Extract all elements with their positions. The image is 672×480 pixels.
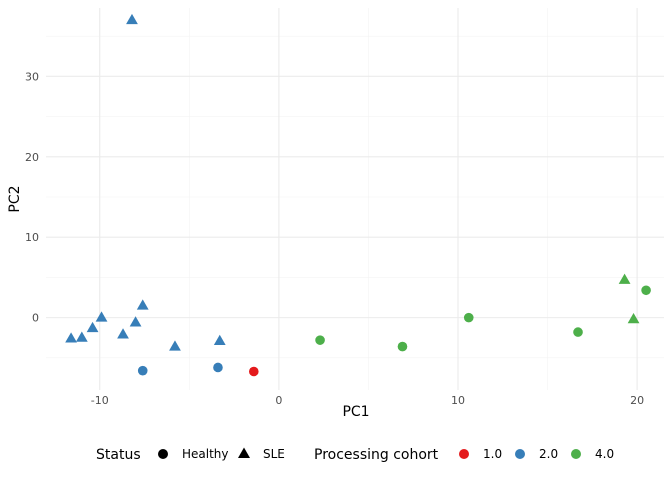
x-tick-label: 0 [275, 394, 282, 407]
y-axis-title: PC2 [7, 185, 23, 212]
point-healthy-circle [315, 335, 325, 345]
legend-cohort-1-key [459, 449, 469, 459]
point-sle-triangle [126, 13, 138, 25]
x-axis-title: PC1 [342, 404, 369, 420]
point-sle-triangle [117, 328, 129, 339]
y-tick-label: 20 [25, 151, 39, 164]
point-healthy-circle [397, 341, 408, 352]
point-healthy-circle [463, 312, 474, 323]
point-sle-triangle [129, 316, 142, 327]
point-healthy-circle [573, 327, 583, 337]
point-healthy-circle [213, 362, 223, 373]
point-sle-triangle [618, 273, 631, 284]
point-sle-triangle [213, 334, 226, 345]
x-tick-label: 10 [451, 394, 465, 407]
legend: Status Healthy SLE Processing cohort 1.0… [96, 447, 614, 463]
y-tick-label: 0 [32, 312, 39, 325]
legend-cohort-2-label: 2.0 [539, 447, 558, 461]
x-axis-ticks: -10 0 10 20 [91, 394, 644, 407]
point-healthy-circle [137, 365, 148, 376]
legend-sle-label: SLE [263, 447, 285, 461]
point-sle-triangle [136, 299, 149, 310]
point-healthy-circle [641, 285, 651, 296]
x-tick-label: 20 [630, 394, 644, 407]
point-healthy-circle [248, 366, 259, 377]
legend-cohort-title: Processing cohort [314, 447, 439, 463]
point-sle-triangle [75, 331, 88, 342]
legend-healthy-circle-key [158, 449, 168, 459]
legend-cohort-2-key [515, 449, 525, 459]
x-tick-label: -10 [91, 394, 109, 407]
grid-lines [46, 8, 664, 390]
point-sle-triangle [627, 313, 640, 324]
point-sle-triangle [169, 340, 181, 351]
legend-sle-triangle-key [238, 447, 250, 458]
legend-cohort-1-label: 1.0 [483, 447, 502, 461]
data-points [65, 13, 651, 377]
legend-status-title: Status [96, 447, 141, 463]
point-sle-triangle [65, 332, 77, 343]
y-axis-ticks: 0 10 20 30 [25, 70, 39, 324]
point-sle-triangle [86, 321, 99, 333]
y-tick-label: 30 [25, 70, 39, 83]
legend-cohort-4-label: 4.0 [595, 447, 614, 461]
y-tick-label: 10 [25, 231, 39, 244]
point-sle-triangle [95, 311, 108, 322]
legend-cohort-4-key [571, 449, 581, 459]
legend-healthy-label: Healthy [182, 447, 229, 461]
